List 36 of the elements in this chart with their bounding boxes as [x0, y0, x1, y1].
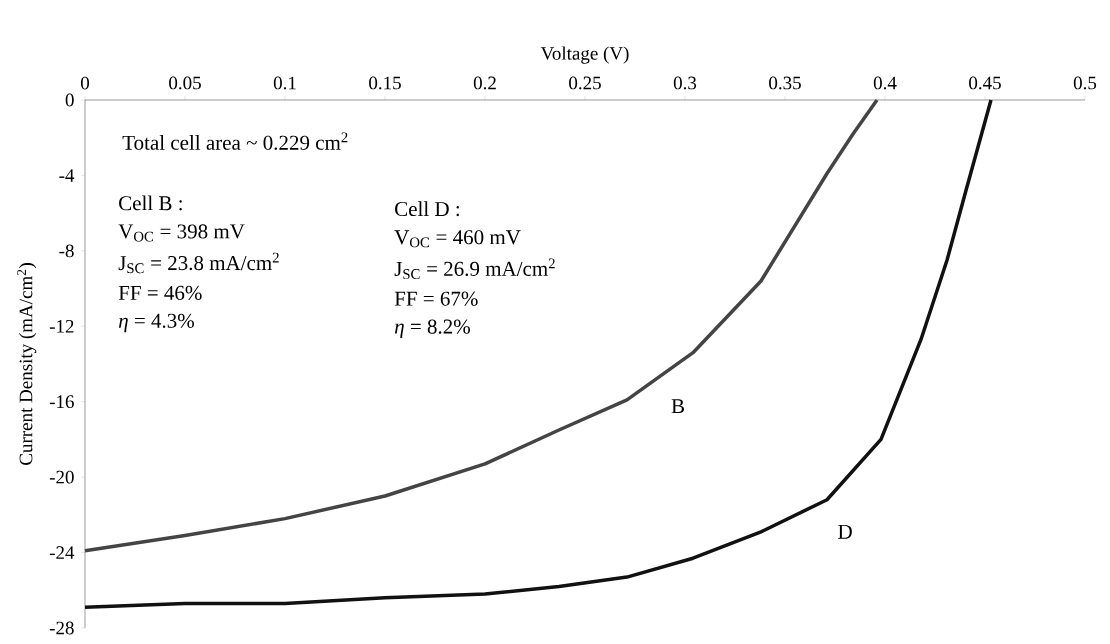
annotation: Cell D :	[395, 201, 459, 217]
y-axis-title: Current Density (mA/cm$^{2}$)	[17, 263, 37, 465]
annotation: FF = 67%	[394, 291, 478, 306]
y-tick-label: -28	[49, 621, 74, 635]
x-tick-label: 0.35	[769, 76, 801, 90]
annotation: J$_{SC}$ = 26.9 mA/cm$^{2}$	[394, 258, 555, 279]
annotation: V$_{OC}$ = 398 mV	[118, 224, 245, 242]
x-tick-label: 0.15	[369, 76, 401, 90]
annotation: FF = 46%	[118, 285, 202, 301]
x-tick-label: 0.5	[1073, 76, 1097, 90]
x-tick-label: 0.1	[273, 76, 296, 90]
line-series	[83, 98, 879, 553]
y-tick-label: -24	[49, 546, 75, 559]
x-tick-label: 0.4	[873, 76, 897, 90]
annotation: η = 4.3%	[118, 313, 195, 333]
y-tick-label: -20	[49, 470, 74, 484]
x-tick-label: 0.2	[473, 76, 496, 90]
series-label: D	[838, 524, 852, 539]
y-tick-label: -8	[59, 244, 74, 258]
y-tick-label: 0	[65, 93, 74, 107]
x-tick-label: 0.3	[673, 76, 697, 90]
series-label: B	[671, 399, 684, 414]
annotation: Cell B :	[119, 195, 182, 211]
annotation: J$_{SC}$ = 23.8 mA/cm$^{2}$	[118, 252, 279, 274]
annotation: η = 8.2%	[394, 319, 470, 338]
x-tick-label: 0.05	[169, 76, 201, 90]
x-axis-title: Voltage (V)	[540, 46, 629, 64]
x-tick-label: 0	[80, 76, 90, 90]
y-tick-label: -16	[49, 395, 74, 409]
line-series	[83, 98, 993, 609]
x-tick-label: 0.45	[969, 76, 1001, 90]
y-tick-label: -12	[49, 319, 74, 333]
y-tick-label: -4	[59, 169, 75, 182]
annotation: V$_{OC}$ = 460 mV	[394, 230, 521, 248]
annotation: Total cell area ~ 0.229 cm$^{2}$	[122, 132, 348, 150]
x-tick-label: 0.25	[569, 76, 601, 90]
